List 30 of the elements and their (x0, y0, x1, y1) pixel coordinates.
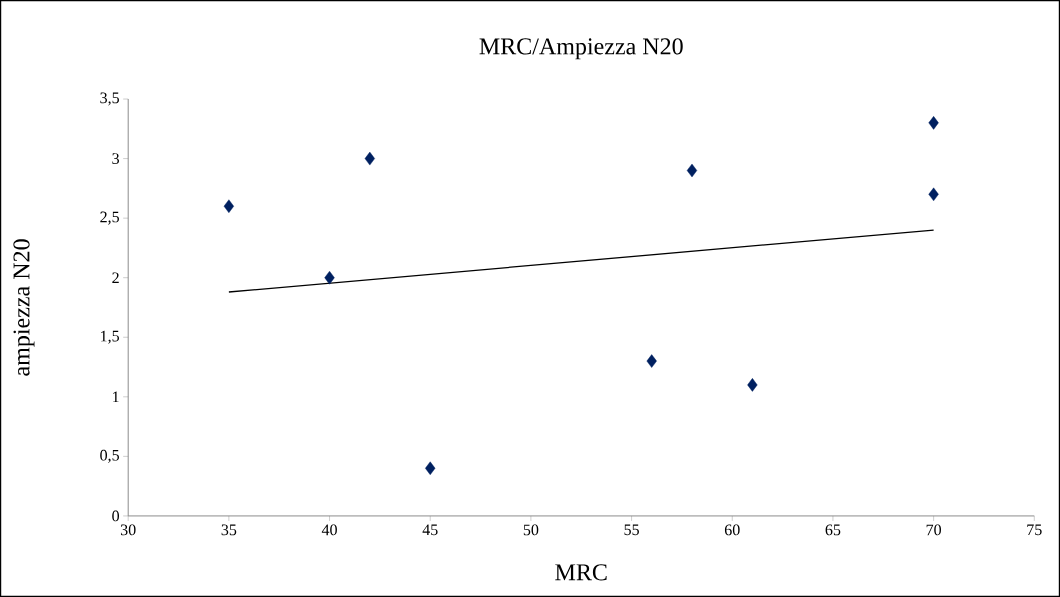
point (324, 271, 335, 285)
x-tick-label: 60 (724, 524, 740, 536)
point (928, 116, 939, 130)
point (747, 378, 758, 392)
x-tick-label: 75 (1027, 524, 1042, 536)
x-axis-title: MRC (555, 564, 607, 581)
point (646, 354, 657, 368)
y-tick-label: 3,5 (100, 92, 119, 106)
point (686, 163, 698, 178)
y-tick-label: 1,5 (101, 330, 119, 344)
point (223, 199, 234, 214)
point (425, 461, 436, 476)
x-tick-label: 70 (926, 524, 942, 536)
x-tick-label: 65 (825, 524, 841, 536)
x-tick-label: 30 (120, 524, 136, 536)
x-tick-label: 35 (221, 524, 237, 536)
y-tick-label: 0,5 (100, 449, 119, 463)
x-tick-label: 50 (523, 524, 539, 536)
chart-title: MRC/Ampiezza N20 (479, 38, 683, 60)
x-tick-label: 45 (422, 524, 438, 536)
y-tick-label: 2,5 (100, 211, 119, 225)
y-tick-label: 1 (113, 391, 119, 403)
y-tick-label: 2 (112, 272, 119, 284)
y-axis-title: ampiezza N20 (13, 239, 35, 376)
y-tick-label: 0 (112, 510, 120, 522)
y-tick-label: 3 (112, 153, 119, 165)
x-tick-label: 55 (624, 524, 639, 536)
point (364, 151, 375, 166)
x-tick-label: 40 (321, 524, 337, 536)
point (928, 187, 939, 202)
